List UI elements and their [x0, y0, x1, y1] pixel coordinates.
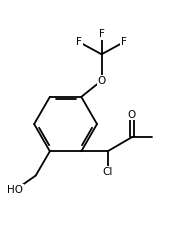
Text: HO: HO	[7, 185, 23, 195]
Text: Cl: Cl	[102, 167, 113, 177]
Text: F: F	[76, 37, 82, 47]
Text: F: F	[121, 37, 127, 47]
Text: O: O	[128, 110, 136, 120]
Text: F: F	[99, 29, 105, 39]
Text: O: O	[97, 76, 106, 86]
